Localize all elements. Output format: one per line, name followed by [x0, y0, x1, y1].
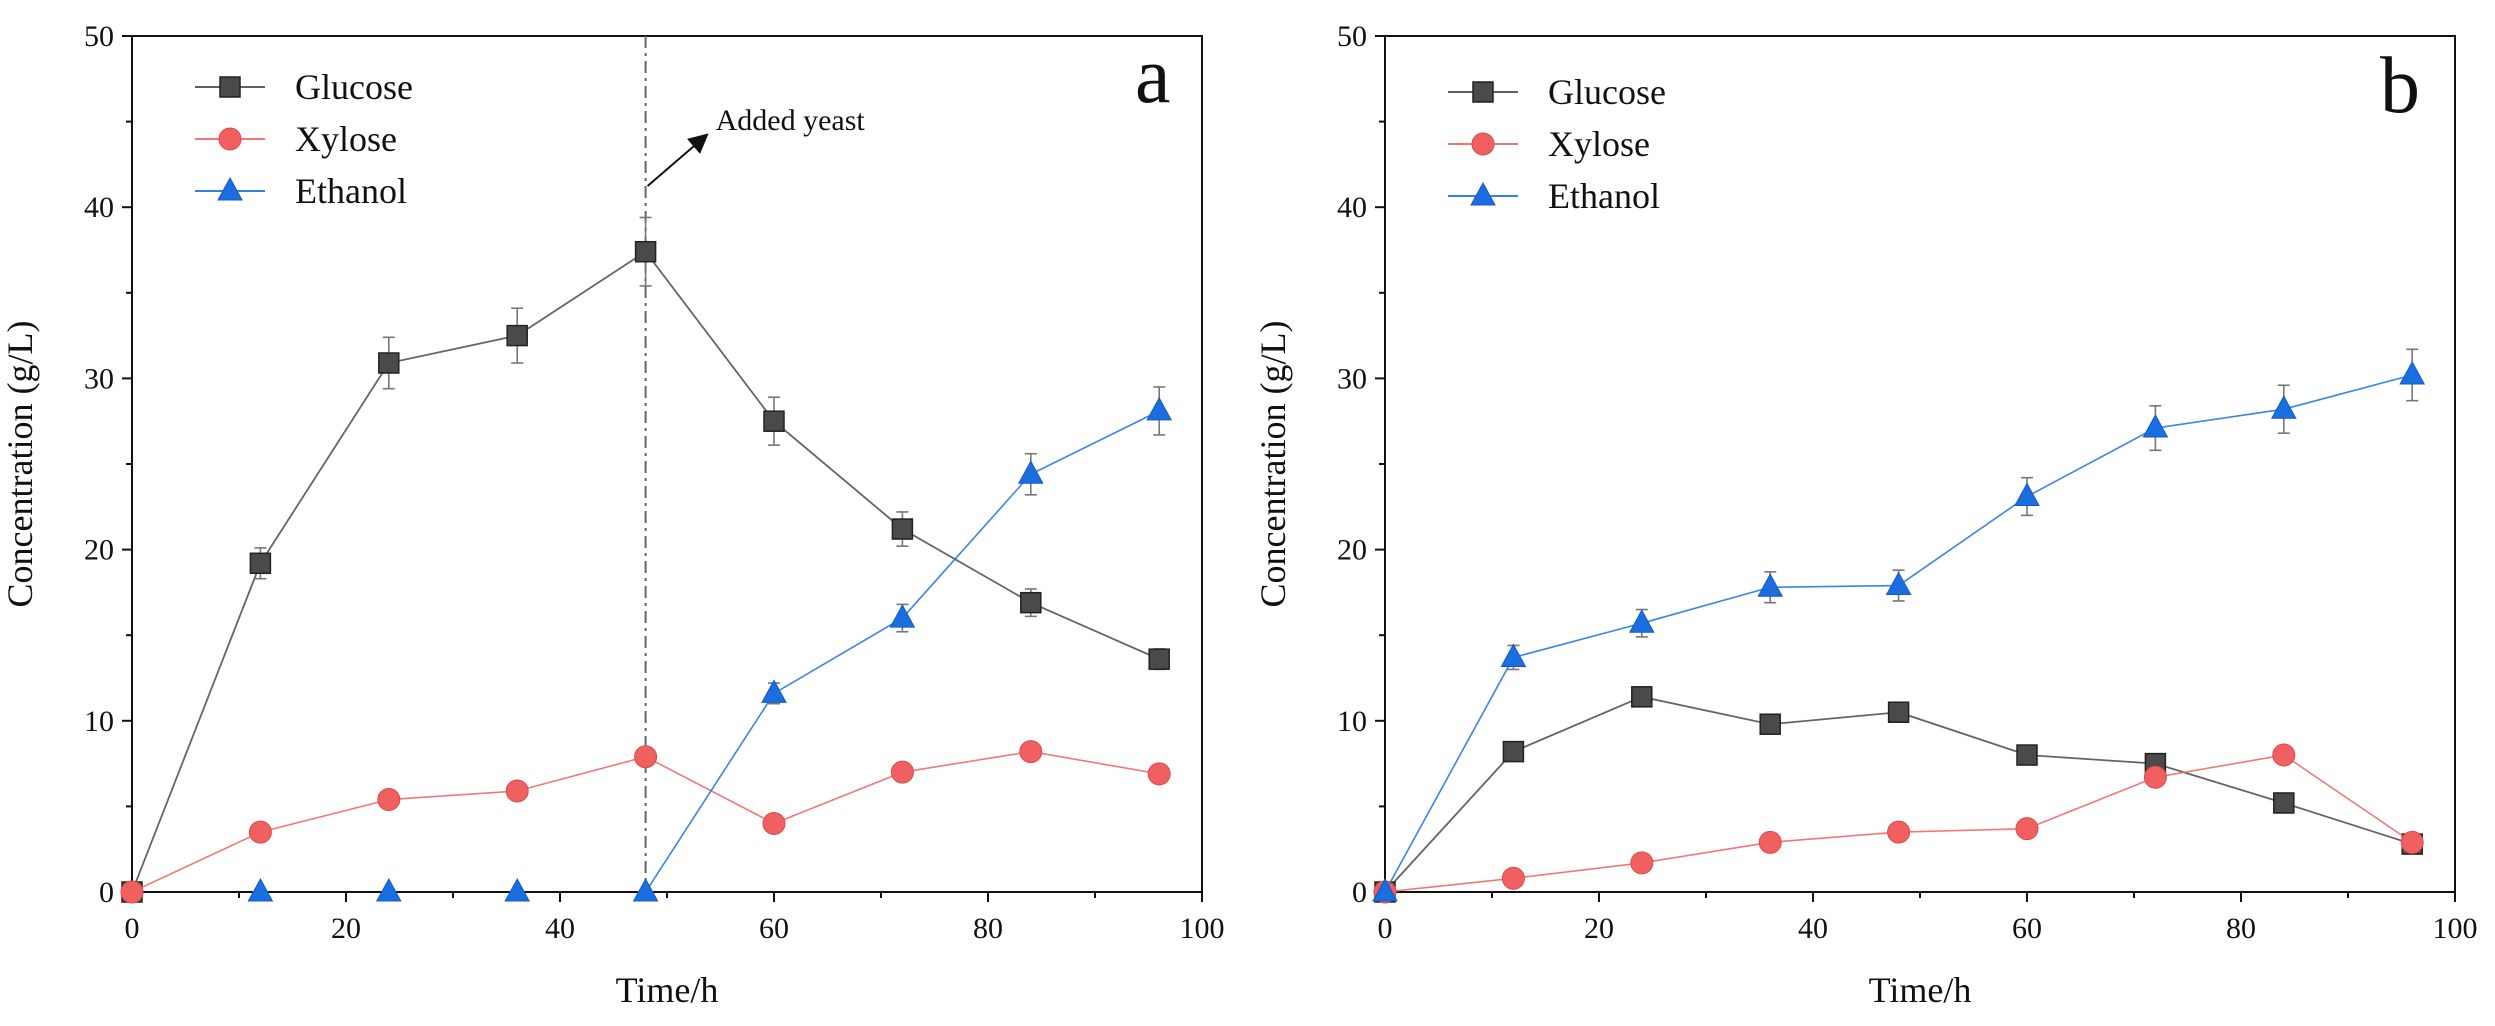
x-tick-label: 100 [2433, 912, 2478, 945]
ethanol-point [247, 877, 274, 902]
x-tick-label: 100 [1180, 912, 1225, 945]
glucose-point [1631, 686, 1653, 708]
glucose-point [1887, 701, 1910, 723]
ethanol-point [1372, 877, 1398, 902]
glucose-point [1502, 740, 1525, 763]
ethanol-point [2270, 395, 2297, 419]
xylose-point [1630, 851, 1654, 875]
xylose-point [1147, 762, 1171, 786]
ethanol-point [2399, 360, 2426, 385]
glucose-point [1148, 648, 1170, 670]
glucose-point [763, 410, 785, 432]
legend-label-glucose: Glucose [295, 67, 413, 107]
y-tick-label: 0 [99, 876, 114, 909]
panel-a: 0 20 40 60 80 100 0 10 20 30 40 50 Time/h Concentrati… [0, 20, 1225, 1010]
y-tick-label: 30 [84, 362, 114, 395]
glucose-point [249, 552, 272, 575]
xylose-point [2400, 830, 2424, 854]
ethanol-point [1757, 573, 1784, 597]
y-tick-label: 0 [1352, 876, 1367, 909]
x-tick-label: 0 [1378, 912, 1393, 945]
glucose-point [891, 518, 914, 540]
legend-marker-xylose [1471, 132, 1495, 156]
x-tick-label: 20 [331, 912, 361, 945]
ethanol-point [632, 877, 659, 902]
xylose-point [762, 812, 786, 836]
glucose-point [634, 240, 657, 263]
ethanol-point [2014, 482, 2040, 507]
y-tick-label: 40 [84, 191, 114, 224]
annotation-arrow [646, 133, 709, 187]
xylose-point [2015, 817, 2039, 841]
xylose-point [2272, 743, 2296, 767]
xylose-point [1758, 830, 1782, 854]
xylose-point [248, 820, 272, 844]
legend-marker-ethanol [1470, 181, 1496, 206]
x-axis-title: Time/h [1869, 970, 1972, 1010]
legend-marker-xylose [218, 127, 242, 151]
legend-label-ethanol: Ethanol [1548, 176, 1660, 216]
legend-label-xylose: Xylose [295, 119, 397, 159]
legend-label-glucose: Glucose [1548, 72, 1666, 112]
panel-b: 0 20 40 60 80 100 0 10 20 30 40 50 Time/h Concentrati… [1253, 20, 2478, 1010]
y-tick-label: 20 [84, 534, 114, 567]
ethanol-point [504, 877, 531, 902]
glucose-point [2273, 792, 2295, 814]
ethanol-point [1017, 460, 1044, 484]
legend-marker-glucose [1472, 81, 1494, 103]
ethanol-point [889, 604, 916, 628]
x-tick-label: 0 [125, 912, 140, 945]
y-tick-label: 50 [84, 20, 114, 53]
y-tick-label: 40 [1337, 191, 1367, 224]
y-tick-label: 10 [1337, 705, 1367, 738]
xylose-point [1501, 866, 1525, 890]
legend-label-xylose: Xylose [1548, 124, 1650, 164]
xylose-point [1887, 820, 1911, 844]
ethanol-point [1628, 609, 1655, 633]
y-tick-label: 50 [1337, 20, 1367, 53]
legend-marker-glucose [219, 76, 241, 98]
xylose-point [120, 880, 144, 904]
x-tick-label: 80 [973, 912, 1003, 945]
panel-label: b [2380, 42, 2420, 130]
x-tick-label: 60 [759, 912, 789, 945]
ethanol-point [761, 679, 787, 703]
xylose-point [890, 760, 914, 784]
x-tick-label: 40 [1798, 912, 1828, 945]
x-tick-label: 80 [2226, 912, 2256, 945]
ethanol-point [1146, 396, 1173, 421]
x-tick-label: 60 [2012, 912, 2042, 945]
xylose-point [377, 788, 401, 812]
xylose-point [505, 779, 529, 803]
x-axis-title: Time/h [616, 970, 719, 1010]
y-axis-title: Concentration (g/L) [1253, 321, 1293, 608]
ethanol-point [2142, 414, 2169, 438]
ethanol-point [1500, 643, 1527, 667]
x-tick-label: 40 [545, 912, 575, 945]
y-tick-label: 20 [1337, 534, 1367, 567]
ethanol-point [1885, 571, 1912, 596]
glucose-point [378, 352, 400, 374]
glucose-point [2016, 744, 2038, 766]
glucose-point [1759, 713, 1781, 735]
legend-marker-ethanol [217, 176, 243, 201]
xylose-point [634, 745, 658, 769]
annotation-label: Added yeast [716, 104, 866, 137]
x-tick-label: 20 [1584, 912, 1614, 945]
y-tick-label: 10 [84, 705, 114, 738]
panel-label: a [1135, 32, 1171, 120]
legend-label-ethanol: Ethanol [295, 171, 407, 211]
y-tick-label: 30 [1337, 362, 1367, 395]
glucose-point [506, 324, 528, 347]
glucose-point [1020, 591, 1042, 614]
y-axis-title: Concentration (g/L) [0, 321, 40, 608]
xylose-point [2143, 765, 2167, 789]
ethanol-point [375, 877, 402, 902]
xylose-point [1019, 740, 1043, 764]
